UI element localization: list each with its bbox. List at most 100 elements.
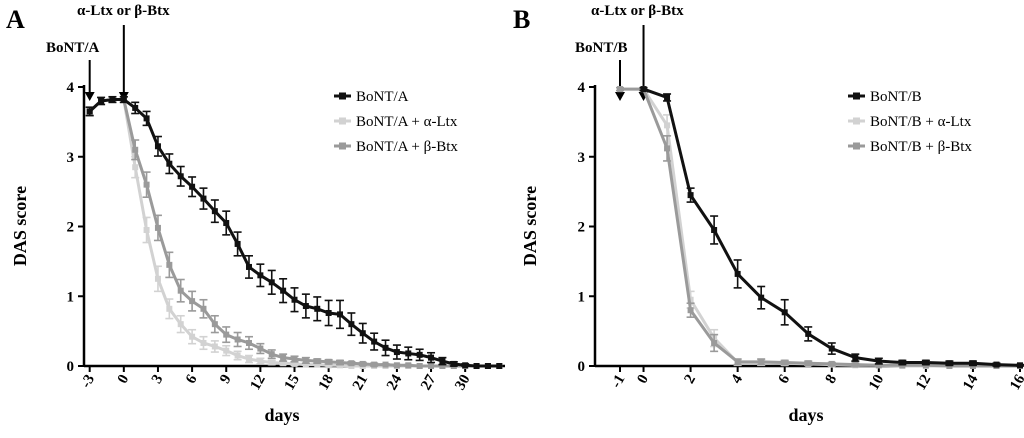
panel-a-data-point: [280, 360, 287, 367]
panel-a-data-point: [132, 164, 139, 171]
panel-a-data-point: [109, 96, 116, 103]
panel-a-ytick-label: 0: [67, 359, 75, 375]
panel-a-data-point: [200, 305, 207, 312]
panel-b-data-point: [875, 362, 882, 369]
panel-b-data-point: [664, 122, 671, 129]
panel-b-data-point: [969, 360, 976, 367]
panel-b-legend-marker: [853, 142, 860, 150]
panel-b-data-point: [828, 345, 835, 352]
panel-a-data-point: [348, 360, 355, 367]
panel-a-data-point: [416, 363, 423, 369]
panel-a-data-point: [325, 309, 332, 316]
panel-a-data-point: [200, 339, 207, 346]
panel-a-ylabel: DAS score: [10, 186, 30, 266]
panel-b-data-point: [664, 145, 671, 152]
panel-a-xtick-label: 27: [418, 372, 440, 393]
panel-a-data-point: [359, 360, 366, 367]
panel-a-ytick-label: 4: [67, 80, 75, 96]
panel-a-data-point: [496, 363, 503, 369]
panel-b-data-point: [946, 360, 953, 367]
panel-b-data-point: [640, 86, 647, 93]
panel-a-data-point: [223, 347, 230, 354]
panel-a-data-point: [382, 361, 389, 368]
panel-b-data-point: [758, 358, 765, 365]
panel-a-data-point: [325, 362, 332, 369]
panel-a-data-point: [98, 97, 105, 104]
panel-a-data-point: [223, 331, 230, 338]
panel-b-xtick-label: 16: [1007, 372, 1024, 393]
panel-a-data-point: [314, 361, 321, 368]
panel-a-data-point: [302, 303, 309, 310]
panel-b-data-point: [805, 360, 812, 367]
panel-a-data-point: [405, 350, 412, 357]
panel-a-data-point: [166, 261, 173, 268]
panel-a-xtick-label: 3: [149, 372, 167, 386]
panel-a-data-point: [393, 349, 400, 356]
panel-a-xtick-label: 12: [247, 372, 268, 393]
panel-a-data-point: [211, 321, 218, 328]
panel-a-data-point: [291, 356, 298, 363]
panel-a-data-point: [462, 362, 469, 369]
panel-b-xtick-label: 12: [913, 372, 934, 393]
panel-a-data-point: [211, 343, 218, 350]
panel-a-data-point: [257, 358, 264, 365]
panel-a-data-point: [382, 344, 389, 351]
panel-a-data-point: [132, 104, 139, 111]
panel-a-xtick-label: -3: [78, 372, 98, 391]
panel-b-data-point: [1017, 362, 1023, 369]
panel-a-data-point: [268, 279, 275, 286]
panel-b-xtick-label: -1: [608, 372, 628, 391]
panel-b-legend-marker: [853, 117, 860, 125]
panel-a-data-point: [428, 354, 435, 361]
panel-a-data-point: [166, 160, 173, 167]
panel-b-xlabel: days: [788, 405, 823, 425]
panel-a-data-point: [337, 359, 344, 366]
panel-b-data-point: [852, 354, 859, 361]
panel-a-data-point: [189, 183, 196, 190]
panel-b-ytick-label: 1: [578, 289, 586, 305]
panel-b-ytick-label: 4: [578, 80, 586, 96]
panel-a-data-point: [405, 362, 412, 369]
panel-a-annotation-bont: BoNT/A: [46, 40, 100, 56]
panel-b-ytick-label: 2: [578, 220, 586, 236]
panel-a-data-point: [280, 287, 287, 294]
panel-b-legend-marker: [853, 92, 860, 100]
panel-a-data-point: [439, 358, 446, 365]
panel-a-data-point: [291, 296, 298, 303]
panel-a-data-point: [371, 338, 378, 345]
panel-b-data-point: [899, 359, 906, 366]
panel-a-data-point: [337, 311, 344, 318]
panel-b-data-point: [828, 360, 835, 367]
panel-b-data-point: [922, 359, 929, 366]
panel-a-data-point: [450, 360, 457, 367]
panel-a-legend-marker: [339, 92, 346, 100]
panel-b-data-point: [664, 94, 671, 101]
panel-a-ytick-label: 2: [67, 220, 75, 236]
panel-a-data-point: [359, 330, 366, 337]
panel-b-ylabel: DAS score: [520, 186, 540, 266]
panel-a-xtick-label: 9: [217, 372, 235, 386]
panel-b-data-point: [734, 270, 741, 277]
panel-b-xtick-label: 6: [776, 372, 794, 387]
panel-a-data-point: [223, 220, 230, 227]
panel-b-data-point: [617, 86, 623, 93]
panel-b-data-point: [687, 192, 694, 199]
panel-a-data-point: [189, 333, 196, 340]
panel-a-data-point: [245, 356, 252, 363]
panel-a-data-point: [143, 226, 150, 233]
panel-a-letter: A: [6, 5, 25, 34]
panel-b-series-line: [620, 87, 1020, 368]
panel-a-data-point: [143, 181, 150, 188]
panel-b-annotation-injection: α-Ltx or β-Btx: [591, 3, 684, 19]
panel-a-xtick-label: 0: [115, 372, 133, 386]
panel-a-data-point: [291, 360, 298, 367]
panel-a-data-point: [268, 359, 275, 366]
panel-b-ytick-label: 0: [578, 359, 586, 375]
panel-a-xtick-label: 6: [183, 372, 201, 387]
panel-a-data-point: [257, 345, 264, 352]
panel-a-data-point: [154, 224, 161, 231]
panel-a-xtick-label: 24: [384, 372, 406, 393]
panel-a-xtick-label: 15: [282, 372, 303, 393]
